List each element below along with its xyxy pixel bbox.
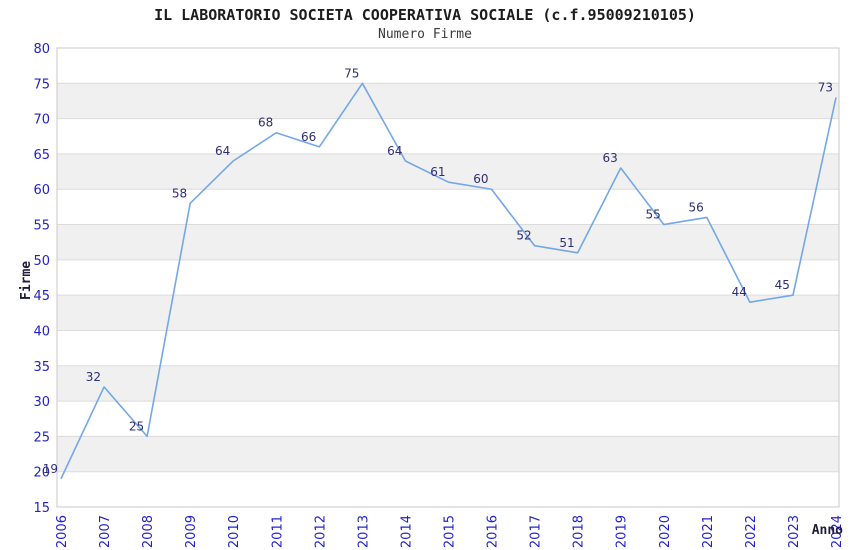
data-point-label: 73	[818, 80, 833, 94]
x-tick-label: 2019	[615, 515, 630, 548]
y-axis-label: Firme	[19, 261, 34, 300]
y-tick-label: 20	[33, 466, 50, 481]
data-point-label: 32	[86, 370, 101, 384]
data-point-label: 64	[387, 144, 402, 158]
x-tick-label: 2009	[184, 515, 199, 548]
data-point-label: 63	[602, 151, 617, 165]
x-tick-label: 2018	[572, 515, 587, 548]
data-point-label: 64	[215, 144, 230, 158]
x-tick-label: 2013	[356, 515, 371, 548]
data-point-label: 44	[732, 285, 747, 299]
data-point-label: 52	[516, 229, 531, 243]
chart-title: IL LABORATORIO SOCIETA COOPERATIVA SOCIA…	[154, 6, 696, 24]
data-point-label: 61	[430, 165, 445, 179]
chart-subtitle: Numero Firme	[378, 27, 472, 42]
x-axis-label: Anno	[812, 523, 843, 538]
grid-band	[57, 436, 839, 472]
x-tick-label: 2015	[443, 515, 458, 548]
data-point-label: 51	[559, 236, 574, 250]
grid-band	[57, 224, 839, 260]
grid-band	[57, 83, 839, 119]
y-tick-label: 75	[33, 77, 50, 92]
data-point-label: 66	[301, 130, 316, 144]
y-tick-label: 80	[33, 42, 50, 57]
data-point-label: 45	[775, 278, 790, 292]
y-tick-label: 30	[33, 395, 50, 410]
data-point-label: 75	[344, 66, 359, 80]
y-tick-label: 50	[33, 254, 50, 269]
data-line	[60, 82, 837, 480]
y-tick-label: 60	[33, 183, 50, 198]
data-point-label: 60	[473, 172, 488, 186]
data-point-label: 58	[172, 186, 187, 200]
y-tick-label: 40	[33, 324, 50, 339]
data-point-label: 55	[645, 208, 660, 222]
y-tick-label: 55	[33, 219, 50, 234]
data-point-label: 68	[258, 116, 273, 130]
data-point-label: 25	[129, 419, 144, 433]
grid-band	[57, 153, 839, 190]
y-tick-label: 70	[33, 113, 50, 128]
grid-band	[57, 365, 839, 402]
x-tick-label: 2022	[744, 515, 759, 548]
x-tick-label: 2023	[787, 515, 802, 548]
y-tick-label: 65	[33, 148, 50, 163]
x-tick-label: 2016	[486, 515, 501, 548]
x-tick-label: 2011	[270, 515, 285, 548]
grid-band	[57, 295, 839, 331]
x-tick-label: 2007	[98, 515, 113, 548]
data-point-label: 56	[689, 200, 704, 214]
y-tick-label: 35	[33, 360, 50, 375]
data-point-label: 19	[43, 462, 58, 476]
x-tick-label: 2006	[55, 515, 70, 548]
x-tick-label: 2024	[830, 515, 845, 548]
x-tick-label: 2017	[529, 515, 544, 548]
y-tick-label: 45	[33, 289, 50, 304]
y-tick-label: 15	[33, 501, 50, 516]
y-tick-label: 25	[33, 430, 50, 445]
x-tick-label: 2010	[227, 515, 242, 548]
x-tick-label: 2008	[141, 515, 156, 548]
x-tick-label: 2021	[701, 515, 716, 548]
plot-border	[56, 47, 840, 508]
x-tick-label: 2014	[399, 515, 414, 548]
x-tick-label: 2020	[658, 515, 673, 548]
x-tick-label: 2012	[313, 515, 328, 548]
